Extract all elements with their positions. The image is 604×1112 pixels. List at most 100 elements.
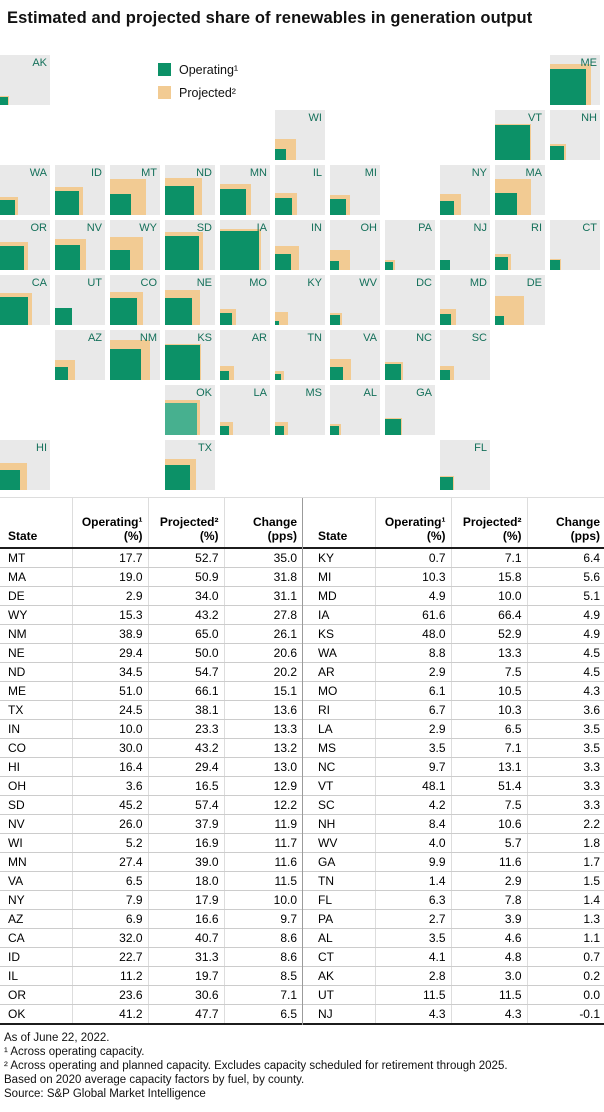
projected-cell: 50.0 bbox=[147, 643, 224, 663]
table-row: LA 2.9 6.5 3.5 bbox=[303, 719, 604, 739]
table-row: RI 6.7 10.3 3.6 bbox=[303, 700, 604, 720]
state-cell: MA bbox=[0, 567, 72, 587]
projected-cell: 7.8 bbox=[450, 890, 527, 910]
state-label: RI bbox=[531, 222, 542, 234]
state-cell: TN bbox=[303, 871, 375, 891]
operating-cell: 32.0 bbox=[71, 928, 148, 948]
state-tile-WV: WV bbox=[330, 275, 380, 325]
state-label: LA bbox=[253, 387, 267, 399]
change-cell: 12.2 bbox=[223, 795, 302, 815]
table-row: IA 61.6 66.4 4.9 bbox=[303, 605, 604, 625]
change-cell: 1.4 bbox=[526, 890, 604, 910]
projected-cell: 34.0 bbox=[147, 586, 224, 606]
projected-cell: 52.9 bbox=[450, 624, 527, 644]
projected-cell: 13.3 bbox=[450, 643, 527, 663]
operating-square bbox=[0, 297, 28, 325]
projected-cell: 65.0 bbox=[147, 624, 224, 644]
state-label: NJ bbox=[473, 222, 487, 234]
change-cell: 6.4 bbox=[526, 548, 604, 568]
state-tile-IA: IA bbox=[220, 220, 270, 270]
operating-square bbox=[440, 201, 454, 215]
state-label: AR bbox=[251, 332, 267, 344]
state-tile-CT: CT bbox=[550, 220, 600, 270]
state-tile-MI: MI bbox=[330, 165, 380, 215]
table-row: OR 23.6 30.6 7.1 bbox=[0, 985, 302, 1005]
projected-cell: 3.0 bbox=[450, 966, 527, 986]
change-cell: 13.2 bbox=[223, 738, 302, 758]
state-label: MO bbox=[249, 277, 267, 289]
state-cell: TX bbox=[0, 700, 72, 720]
operating-cell: 19.0 bbox=[71, 567, 148, 587]
state-cell: MT bbox=[0, 548, 72, 568]
operating-square bbox=[275, 321, 279, 325]
change-cell: 26.1 bbox=[223, 624, 302, 644]
state-label: OH bbox=[360, 222, 378, 234]
change-cell: 31.1 bbox=[223, 586, 302, 606]
table-header-row: State Operating¹ (%) Projected² (%) Change… bbox=[303, 498, 604, 549]
projected-cell: 7.5 bbox=[450, 795, 527, 815]
state-label: TN bbox=[307, 332, 322, 344]
change-cell: 11.6 bbox=[223, 852, 302, 872]
page-title: Estimated and projected share of renewab… bbox=[7, 9, 533, 27]
state-label: VA bbox=[363, 332, 377, 344]
state-tile-GA: GA bbox=[385, 385, 435, 435]
state-tile-LA: LA bbox=[220, 385, 270, 435]
header-projected: Projected² (%) bbox=[147, 498, 224, 549]
state-tile-SC: SC bbox=[440, 330, 490, 380]
state-cell: CA bbox=[0, 928, 72, 948]
state-label: WA bbox=[29, 167, 47, 179]
change-cell: 9.7 bbox=[223, 909, 302, 929]
projected-cell: 37.9 bbox=[147, 814, 224, 834]
table-row: NJ 4.3 4.3 -0.1 bbox=[303, 1004, 604, 1025]
change-cell: 31.8 bbox=[223, 567, 302, 587]
table-row: CA 32.0 40.7 8.6 bbox=[0, 928, 302, 948]
state-label: DC bbox=[416, 277, 432, 289]
operating-cell: 26.0 bbox=[71, 814, 148, 834]
footnote-line: Based on 2020 average capacity factors b… bbox=[4, 1074, 305, 1086]
state-tile-WY: WY bbox=[110, 220, 160, 270]
projected-cell: 7.1 bbox=[450, 548, 527, 568]
header-operating: Operating¹ (%) bbox=[374, 498, 451, 549]
table-header-row: State Operating¹ (%) Projected² (%) Change… bbox=[0, 498, 302, 549]
state-label: IL bbox=[312, 167, 322, 179]
projected-cell: 43.2 bbox=[147, 738, 224, 758]
operating-cell: 1.4 bbox=[374, 871, 451, 891]
projected-cell: 66.1 bbox=[147, 681, 224, 701]
header-operating: Operating¹ (%) bbox=[71, 498, 148, 549]
change-cell: 20.2 bbox=[223, 662, 302, 682]
operating-cell: 5.2 bbox=[71, 833, 148, 853]
change-cell: 6.5 bbox=[223, 1004, 302, 1025]
change-cell: 4.9 bbox=[526, 605, 604, 625]
projected-cell: 47.7 bbox=[147, 1004, 224, 1025]
table-row: AZ 6.9 16.6 9.7 bbox=[0, 909, 302, 929]
table-row: DE 2.9 34.0 31.1 bbox=[0, 586, 302, 606]
operating-square bbox=[0, 200, 15, 215]
operating-square bbox=[0, 246, 24, 270]
operating-square bbox=[330, 426, 339, 435]
state-tile-NC: NC bbox=[385, 330, 435, 380]
table-row: SC 4.2 7.5 3.3 bbox=[303, 795, 604, 815]
operating-cell: 16.4 bbox=[71, 757, 148, 777]
projected-cell: 29.4 bbox=[147, 757, 224, 777]
projected-cell: 5.7 bbox=[450, 833, 527, 853]
footnote-line: ² Across operating and planned capacity.… bbox=[4, 1060, 508, 1072]
state-tile-IN: IN bbox=[275, 220, 325, 270]
change-cell: 5.1 bbox=[526, 586, 604, 606]
state-tile-NY: NY bbox=[440, 165, 490, 215]
table-row: KS 48.0 52.9 4.9 bbox=[303, 624, 604, 644]
change-cell: 11.7 bbox=[223, 833, 302, 853]
state-cell: VA bbox=[0, 871, 72, 891]
state-label: MI bbox=[364, 167, 377, 179]
state-cell: SD bbox=[0, 795, 72, 815]
table-row: NV 26.0 37.9 11.9 bbox=[0, 814, 302, 834]
change-cell: 5.6 bbox=[526, 567, 604, 587]
operating-square bbox=[440, 314, 451, 325]
operating-square bbox=[220, 371, 229, 380]
state-cell: OK bbox=[0, 1004, 72, 1025]
state-label: WY bbox=[139, 222, 157, 234]
projected-cell: 18.0 bbox=[147, 871, 224, 891]
operating-cell: 11.2 bbox=[71, 966, 148, 986]
state-tile-MO: MO bbox=[220, 275, 270, 325]
operating-square bbox=[55, 367, 68, 380]
state-tile-MT: MT bbox=[110, 165, 160, 215]
